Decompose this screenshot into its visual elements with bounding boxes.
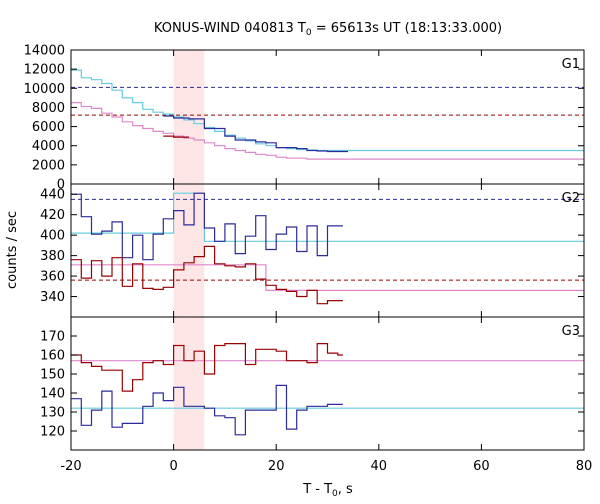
y-tick-label: 10000 [24, 82, 65, 97]
y-tick-label: 400 [40, 229, 65, 244]
chart-title-sub: 0 [306, 28, 312, 38]
y-tick-label: 14000 [24, 44, 65, 59]
series-blue-3 [71, 192, 343, 261]
highlight-interval [173, 50, 205, 450]
x-tick-label: 60 [473, 459, 490, 474]
series-darkred-3 [71, 343, 343, 392]
y-axis-label: counts / sec [5, 211, 20, 289]
y-tick-label: 360 [40, 270, 65, 285]
x-tick-label: 20 [268, 459, 285, 474]
y-tick-label: 0 [57, 178, 65, 193]
series-pink-2 [71, 102, 584, 160]
series-darkred-3 [163, 135, 189, 138]
panel-label: G2 [562, 191, 580, 206]
series-blue-4 [163, 115, 348, 153]
panel-label: G3 [562, 324, 580, 339]
series-blue-4 [71, 384, 343, 436]
y-tick-label: 380 [40, 249, 65, 264]
panel-g1: 0 2000 4000 6000 8000 10000 12000 14000 G1 [24, 44, 585, 193]
y-tick-label: 340 [40, 290, 65, 305]
series-cyan-1 [71, 69, 584, 152]
panel-frame [70, 316, 585, 451]
plot-area: 02000400060008000100001200014000G1340360… [24, 44, 593, 475]
series-pink-2 [71, 264, 584, 291]
y-tick-label: 160 [40, 349, 65, 364]
panel-frame [70, 49, 585, 185]
x-axis-label: T - T0, s [302, 482, 353, 499]
x-tick-label: 0 [169, 459, 177, 474]
y-tick-label: 150 [40, 368, 65, 383]
x-axis-label-sub: 0 [332, 489, 338, 499]
y-tick-label: 420 [40, 208, 65, 223]
panel-label: G1 [562, 57, 580, 72]
x-tick-label: 80 [576, 459, 593, 474]
x-tick-label: -20 [60, 459, 81, 474]
y-tick-label: 120 [40, 425, 65, 440]
y-tick-label: 140 [40, 387, 65, 402]
chart-title: KONUS-WIND 040813 T0 = 65613s UT (18:13:… [154, 21, 502, 38]
y-tick-label: 8000 [32, 101, 65, 116]
panel-g2: 340 360 380 400 420 440 G2 [40, 183, 585, 318]
y-tick-label: 130 [40, 406, 65, 421]
x-tick-label: 40 [371, 459, 388, 474]
y-tick-label: 4000 [32, 139, 65, 154]
chart-title-rest: = 65613s UT (18:13:33.000) [312, 21, 502, 36]
y-tick-label: 2000 [32, 158, 65, 173]
series-darkred-4 [71, 245, 343, 305]
y-tick-label: 440 [40, 188, 65, 203]
x-axis-label-rest: , s [338, 482, 353, 497]
y-tick-label: 12000 [24, 63, 65, 78]
panel-g3: 120 130 140 150 160 170 G3 [40, 316, 585, 451]
y-tick-label: 170 [40, 330, 65, 345]
chart-title-main: KONUS-WIND 040813 T [154, 21, 306, 36]
y-tick-label: 6000 [32, 120, 65, 135]
x-axis-label-main: T - T [302, 482, 332, 497]
